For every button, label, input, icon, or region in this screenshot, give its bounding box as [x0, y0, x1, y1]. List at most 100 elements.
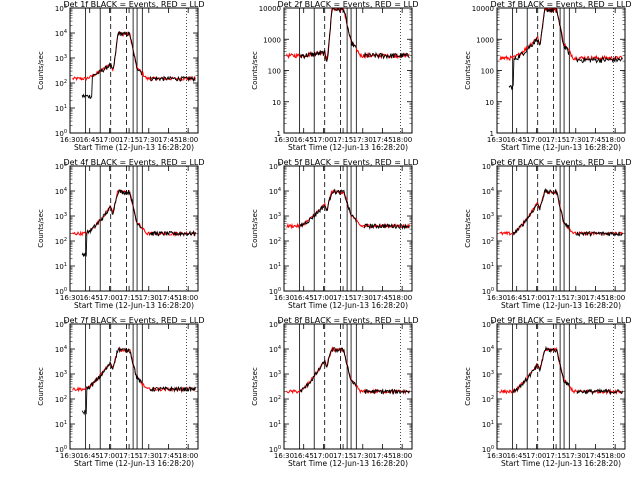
detector-panel-7: Det 7f BLACK = Events, RED = LLD Counts/s…: [37, 316, 205, 468]
x-tick-label: 17:45: [158, 294, 178, 302]
x-tick-label: 17:00: [526, 294, 546, 302]
y-tick-label: 10000: [472, 5, 494, 13]
detector-panel-3: Det 3f BLACK = Events, RED = LLD Counts/s…: [464, 0, 632, 152]
y-tick-exponent: 2: [64, 237, 67, 243]
x-tick-label: 17:00: [313, 452, 333, 460]
x-tick-label: 16:45: [294, 294, 314, 302]
x-axis-label: Start Time (12-Jun-13 16:28:20): [501, 143, 621, 152]
events-series-line: [363, 51, 410, 60]
events-series-line: [299, 188, 357, 228]
series-group: [286, 346, 410, 396]
y-tick-label: 102: [482, 237, 494, 246]
x-tick-label: 17:15: [546, 452, 566, 460]
events-series-line: [363, 223, 410, 231]
y-tick-exponent: 0: [64, 287, 67, 293]
y-tick-exponent: 1: [278, 420, 281, 426]
x-tick-label: 17:00: [313, 136, 333, 144]
panel-title: Det 3f BLACK = Events, RED = LLD: [490, 0, 631, 9]
y-tick-label: 105: [55, 4, 67, 13]
x-tick-label: 18:00: [605, 294, 625, 302]
y-axis-label: Counts/sec: [37, 51, 45, 90]
x-tick-label: 17:45: [585, 294, 605, 302]
y-tick-label: 1000: [263, 36, 281, 44]
panel-title: Det 6f BLACK = Events, RED = LLD: [490, 158, 631, 167]
panel-title: Det 4f BLACK = Events, RED = LLD: [63, 158, 204, 167]
panel-title: Det 1f BLACK = Events, RED = LLD: [63, 0, 204, 9]
y-tick-label: 100: [55, 129, 67, 138]
events-series-line: [576, 387, 623, 396]
y-tick-label: 101: [55, 262, 67, 271]
y-tick-label: 100: [481, 68, 494, 76]
y-tick-exponent: 2: [278, 395, 281, 401]
y-tick-exponent: 5: [278, 162, 281, 168]
y-tick-label: 104: [482, 187, 494, 196]
x-tick-label: 16:45: [80, 452, 100, 460]
x-tick-label: 16:30: [60, 136, 80, 144]
y-tick-label: 105: [55, 162, 67, 171]
y-axis-label: Counts/sec: [464, 51, 472, 90]
x-tick-label: 16:30: [487, 452, 507, 460]
y-tick-exponent: 5: [64, 320, 67, 326]
y-tick-label: 105: [482, 320, 494, 329]
y-tick-label: 101: [482, 262, 494, 271]
x-tick-label: 17:15: [119, 136, 139, 144]
y-axis-label: Counts/sec: [464, 367, 472, 406]
plot-frame: [283, 323, 413, 450]
x-tick-label: 17:00: [99, 452, 119, 460]
y-tick-label: 100: [55, 287, 67, 296]
events-series-line: [149, 229, 196, 237]
x-axis-label: Start Time (12-Jun-13 16:28:20): [288, 143, 408, 152]
series-group: [499, 345, 623, 396]
x-tick-label: 17:00: [526, 136, 546, 144]
y-tick-exponent: 4: [491, 187, 494, 193]
y-axis-label: Counts/sec: [464, 209, 472, 248]
y-tick-label: 104: [55, 187, 67, 196]
x-tick-label: 17:30: [139, 294, 159, 302]
y-tick-label: 1000: [476, 36, 494, 44]
y-tick-exponent: 5: [491, 320, 494, 326]
y-tick-label: 100: [482, 445, 494, 454]
x-tick-label: 16:45: [80, 294, 100, 302]
y-tick-label: 103: [55, 212, 67, 221]
y-tick-exponent: 0: [278, 287, 281, 293]
y-tick-exponent: 2: [64, 395, 67, 401]
x-tick-label: 17:15: [333, 136, 353, 144]
x-axis-label: Start Time (12-Jun-13 16:28:20): [288, 301, 408, 310]
panel-title: Det 2f BLACK = Events, RED = LLD: [277, 0, 418, 9]
x-axis-label: Start Time (12-Jun-13 16:28:20): [288, 459, 408, 468]
y-tick-exponent: 5: [64, 162, 67, 168]
lld-series-line: [499, 188, 623, 236]
y-tick-exponent: 4: [278, 187, 281, 193]
events-series-line: [508, 8, 570, 90]
x-tick-label: 17:00: [99, 294, 119, 302]
y-tick-exponent: 5: [491, 162, 494, 168]
events-series-line: [299, 347, 357, 393]
x-tick-label: 17:00: [526, 452, 546, 460]
detector-panel-5: Det 5f BLACK = Events, RED = LLD Counts/s…: [251, 158, 419, 310]
plot-frame: [69, 7, 199, 134]
x-tick-label: 17:15: [546, 294, 566, 302]
detector-panel-9: Det 9f BLACK = Events, RED = LLD Counts/s…: [464, 316, 632, 468]
plot-frame: [496, 323, 626, 450]
plot-frame: [283, 165, 413, 292]
events-series-line: [299, 8, 357, 63]
x-axis-label: Start Time (12-Jun-13 16:28:20): [74, 301, 194, 310]
y-tick-label: 103: [269, 370, 281, 379]
x-tick-label: 18:00: [178, 136, 198, 144]
y-tick-exponent: 0: [278, 445, 281, 451]
panel-title: Det 7f BLACK = Events, RED = LLD: [63, 316, 204, 325]
x-tick-label: 16:30: [60, 294, 80, 302]
y-axis-label: Counts/sec: [251, 51, 259, 90]
x-tick-label: 18:00: [392, 294, 412, 302]
y-tick-label: 10: [485, 99, 494, 107]
panel-title: Det 9f BLACK = Events, RED = LLD: [490, 316, 631, 325]
x-tick-label: 17:30: [566, 136, 586, 144]
panel-title: Det 8f BLACK = Events, RED = LLD: [277, 316, 418, 325]
x-tick-label: 17:45: [585, 452, 605, 460]
lld-series-line: [286, 189, 410, 230]
x-tick-label: 17:30: [139, 136, 159, 144]
x-tick-label: 17:15: [119, 294, 139, 302]
x-axis-label: Start Time (12-Jun-13 16:28:20): [74, 143, 194, 152]
events-series-line: [363, 388, 410, 396]
y-tick-label: 105: [55, 320, 67, 329]
